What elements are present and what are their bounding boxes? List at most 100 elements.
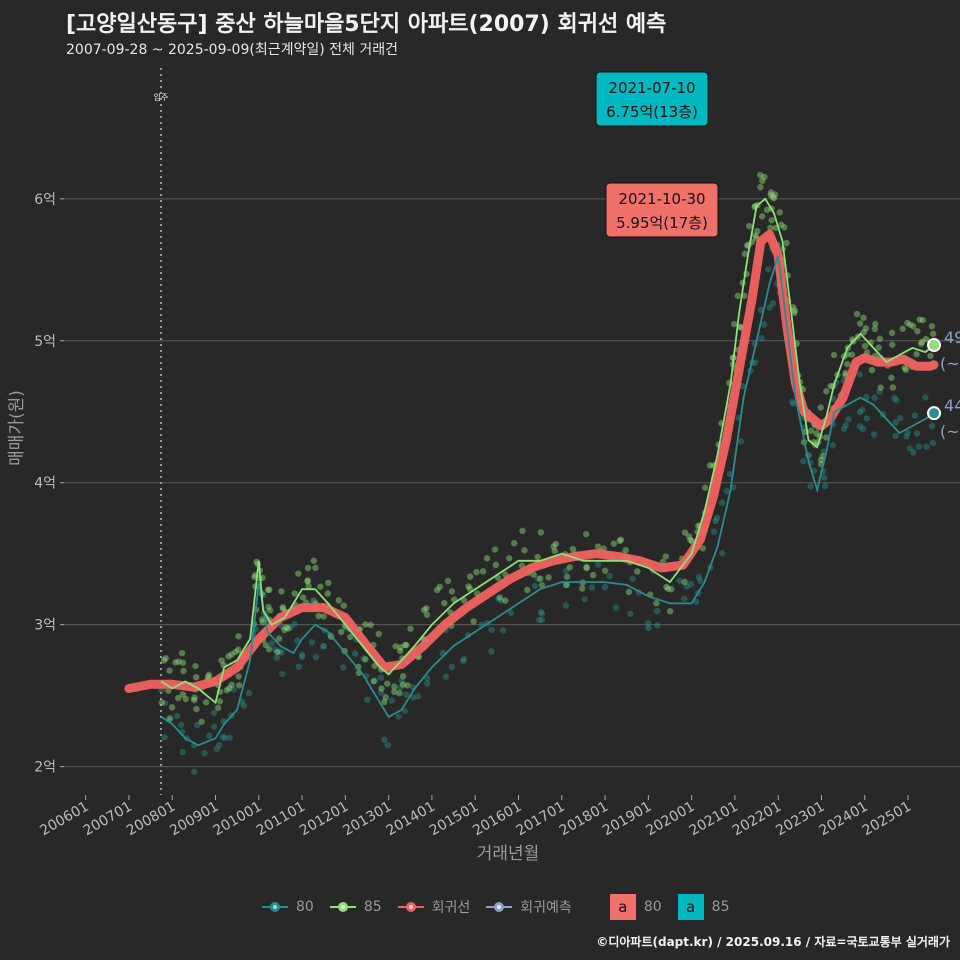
trade-point-85	[681, 529, 689, 536]
trade-point-85	[634, 568, 641, 575]
legend-item-85[interactable]: 85	[329, 898, 382, 916]
legend-item-regression[interactable]: 회귀선	[397, 897, 470, 917]
trade-point-80	[710, 528, 718, 535]
trade-point-80	[789, 398, 796, 406]
chart-subtitle: 2007-09-28 ~ 2025-09-09(최근계약일) 전체 거래건	[66, 42, 398, 58]
trade-point-85	[757, 171, 764, 179]
trade-point-85	[436, 583, 443, 591]
trade-point-85	[877, 384, 884, 391]
trade-point-80	[364, 696, 371, 703]
trade-point-85	[265, 603, 272, 611]
trade-point-85	[378, 685, 385, 692]
x-tick-label: 201701	[513, 799, 567, 840]
trade-point-85	[370, 678, 377, 685]
trade-point-80	[538, 616, 546, 624]
trade-point-80	[761, 321, 768, 328]
trade-point-85	[664, 585, 672, 592]
x-tick-label: 201401	[384, 799, 438, 840]
trade-point-85	[335, 597, 343, 604]
trade-point-85	[610, 540, 617, 547]
trade-point-80	[606, 572, 613, 580]
trade-point-80	[245, 689, 253, 697]
trade-point-85	[706, 462, 714, 469]
legend-item-forecast[interactable]: 회귀예측	[486, 897, 572, 917]
trade-point-85	[551, 547, 559, 555]
trade-point-80	[719, 549, 726, 557]
trade-point-85	[848, 351, 856, 358]
trade-point-85	[158, 699, 165, 706]
trade-point-80	[712, 517, 719, 525]
trade-point-80	[384, 741, 391, 749]
legend-label-forecast: 회귀예측	[520, 900, 572, 916]
trade-point-80	[381, 736, 388, 743]
end-label-unit-85: (~85㎡)	[940, 354, 960, 373]
legend-label-text-80: 80	[643, 899, 662, 915]
trade-point-85	[856, 320, 864, 327]
x-tick-label: 201601	[470, 799, 524, 840]
trade-point-80	[692, 598, 700, 606]
x-tick-label: 201301	[340, 799, 394, 840]
trade-point-85	[930, 330, 937, 338]
trade-point-80	[922, 394, 929, 401]
trade-point-85	[232, 648, 239, 656]
trade-point-80	[766, 304, 773, 311]
trade-point-85	[538, 582, 546, 589]
trade-point-85	[367, 621, 374, 629]
trade-point-85	[168, 704, 176, 711]
trade-point-85	[510, 539, 518, 547]
trade-point-80	[588, 584, 596, 591]
trade-point-85	[918, 338, 926, 346]
trade-point-80	[537, 608, 545, 616]
trade-point-85	[218, 657, 225, 664]
trade-point-85	[767, 189, 775, 196]
trade-point-85	[534, 553, 541, 561]
trade-point-80	[676, 577, 683, 584]
legend-label-item-85[interactable]: a 85	[677, 894, 729, 920]
trade-point-85	[467, 573, 474, 580]
trade-point-85	[653, 600, 660, 607]
trade-point-85	[279, 603, 286, 611]
trade-point-85	[444, 577, 452, 585]
trade-point-80	[892, 419, 899, 426]
trade-point-85	[483, 555, 491, 562]
trade-point-85	[174, 694, 182, 702]
trade-point-85	[320, 613, 327, 620]
trade-point-85	[583, 563, 590, 571]
trade-point-80	[856, 408, 864, 416]
x-tick-label: 201201	[297, 799, 351, 840]
trade-point-80	[859, 425, 867, 433]
trade-point-80	[737, 438, 745, 445]
trade-point-85	[767, 224, 774, 232]
trade-point-85	[741, 250, 749, 257]
annotation-max-80-text: 5.95억(17층)	[616, 214, 708, 232]
trade-point-80	[340, 664, 347, 671]
trade-point-85	[844, 360, 851, 368]
trade-point-85	[492, 561, 500, 569]
trade-point-80	[442, 673, 450, 681]
trade-point-80	[903, 433, 910, 440]
trade-point-85	[403, 641, 410, 649]
trade-point-85	[589, 571, 597, 579]
legend-item-80[interactable]: 80	[262, 898, 314, 916]
trade-point-85	[917, 340, 925, 347]
trade-point-80	[807, 483, 814, 490]
trade-point-80	[319, 643, 327, 650]
y-tick-label: 2억	[34, 760, 56, 776]
legend-label-box-80: a	[609, 894, 636, 920]
legend-label-80: 80	[296, 899, 314, 915]
trade-point-85	[225, 653, 232, 660]
trade-point-85	[284, 625, 292, 632]
trade-point-85	[258, 616, 266, 623]
trade-point-85	[283, 624, 290, 631]
trade-point-80	[161, 699, 169, 707]
end-label-unit-80: (~80㎡)	[940, 422, 960, 441]
trade-point-85	[537, 575, 544, 582]
trade-point-85	[778, 221, 785, 229]
trade-point-80	[210, 709, 218, 716]
trade-point-85	[279, 605, 287, 612]
x-tick-label: 200801	[124, 799, 178, 840]
trade-point-80	[856, 423, 864, 430]
trade-point-85	[907, 321, 914, 328]
x-tick-label: 202401	[816, 799, 870, 840]
legend-label-item-80[interactable]: a 80	[609, 894, 662, 920]
